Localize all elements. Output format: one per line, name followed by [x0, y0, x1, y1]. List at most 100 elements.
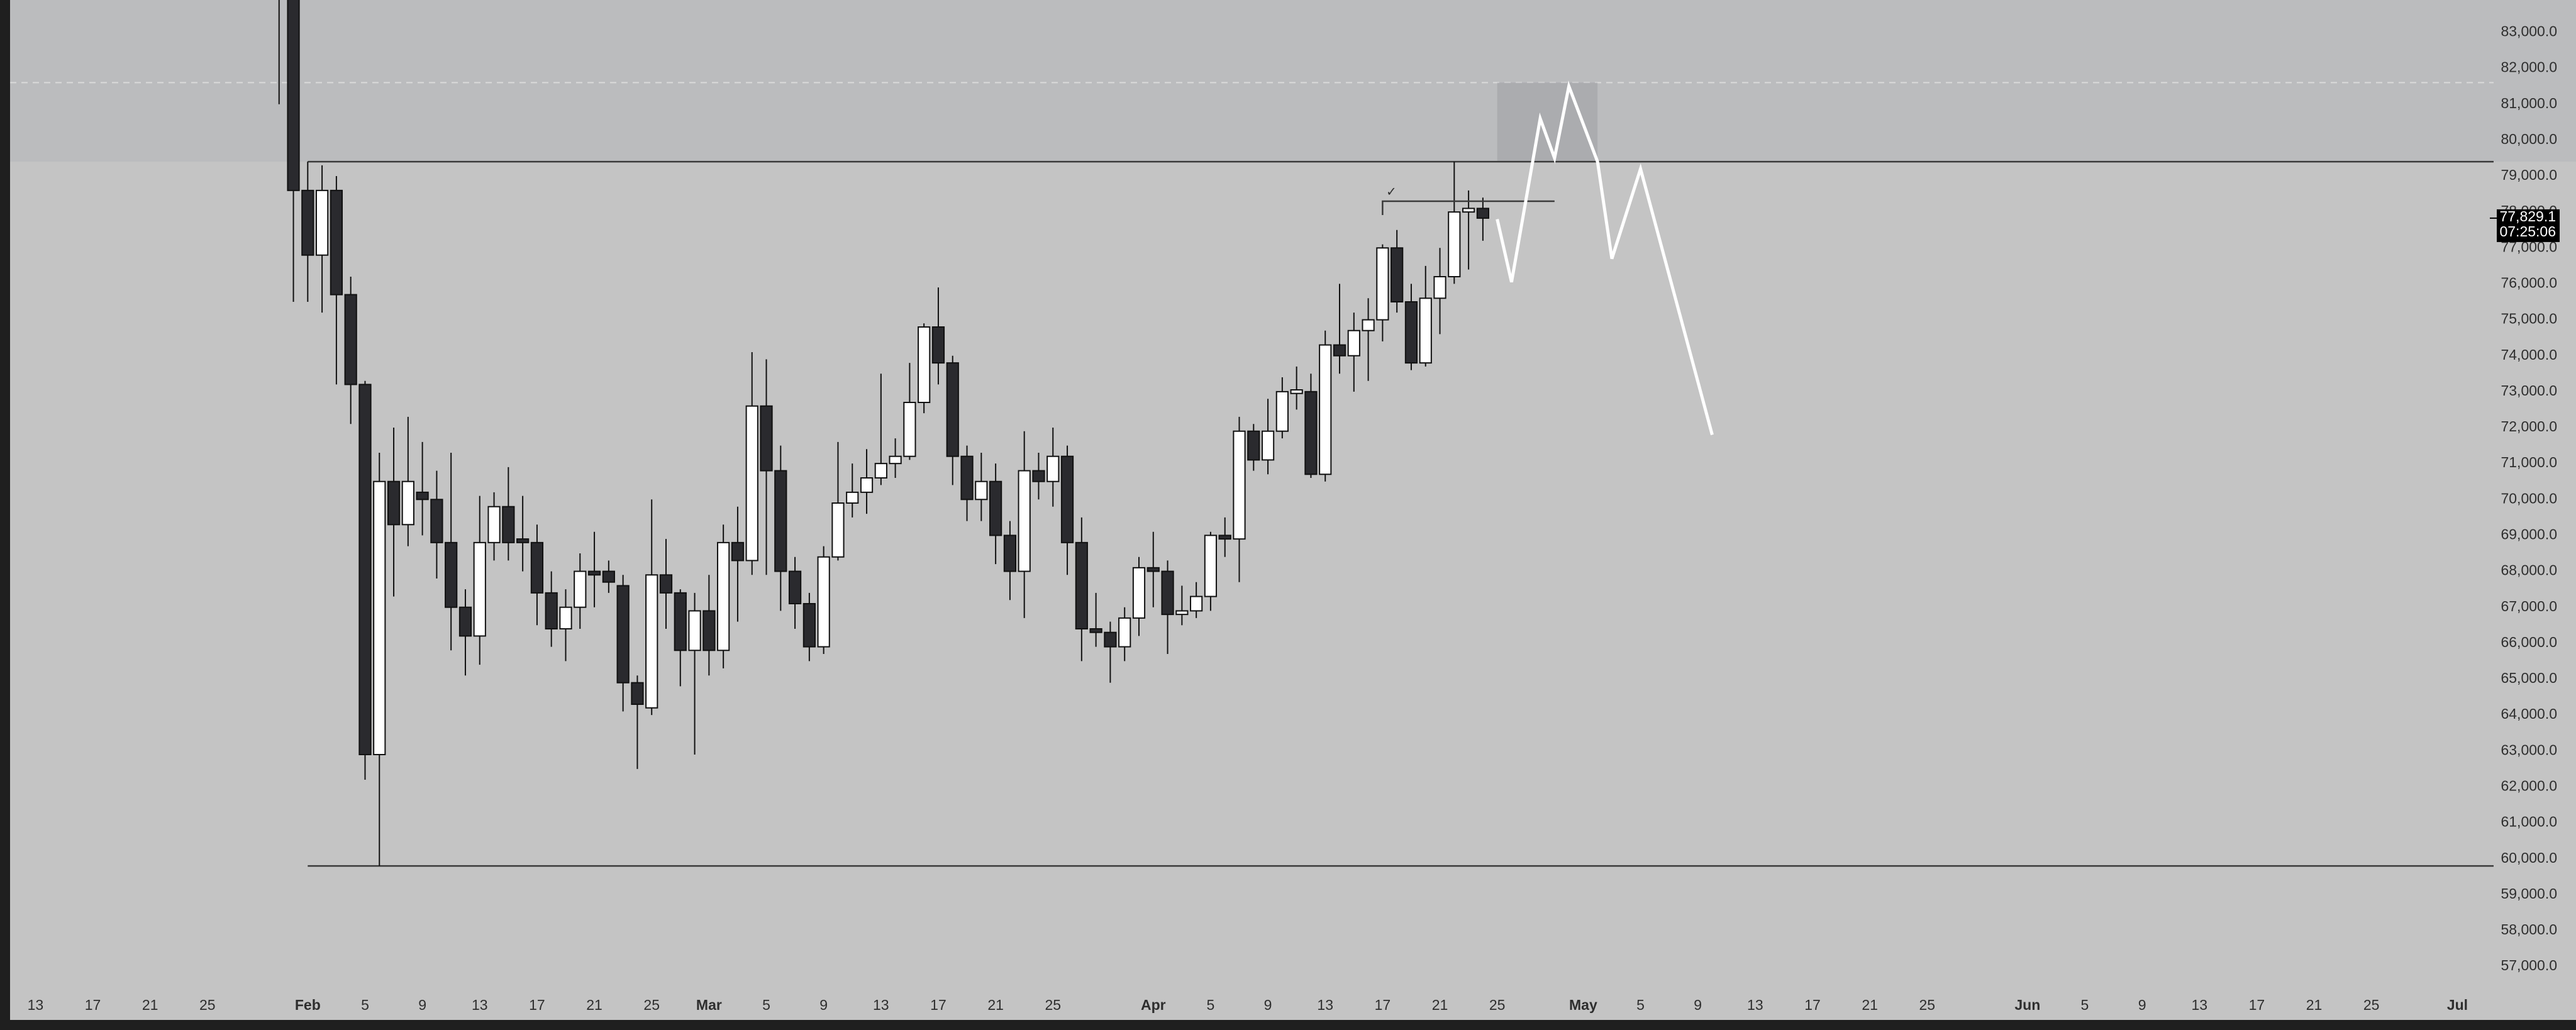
candle-body	[1118, 617, 1131, 648]
candle-body	[1046, 455, 1060, 482]
x-tick-label: 5	[762, 997, 770, 1013]
x-tick-label: Jul	[2447, 997, 2468, 1013]
x-tick-label: 25	[1919, 997, 1935, 1013]
y-tick-label: 80,000.0	[2501, 131, 2557, 147]
y-tick-label: 83,000.0	[2501, 23, 2557, 40]
x-tick-label: 13	[2191, 997, 2207, 1013]
candle-body	[931, 326, 945, 364]
y-tick-label: 59,000.0	[2501, 885, 2557, 902]
x-tick-label: May	[1569, 997, 1597, 1013]
y-tick-label: 57,000.0	[2501, 957, 2557, 973]
x-tick-label: Feb	[295, 997, 321, 1013]
x-tick-label: 25	[643, 997, 660, 1013]
candle-body	[1347, 329, 1360, 357]
candle-body	[344, 294, 357, 385]
price-tag-label: 77,829.1	[2499, 208, 2556, 224]
x-tick-label: 25	[199, 997, 216, 1013]
candle-body	[731, 541, 745, 562]
candle-body	[516, 538, 530, 543]
y-tick-label: 63,000.0	[2501, 741, 2557, 758]
x-tick-label: 21	[586, 997, 602, 1013]
x-tick-label: 9	[1694, 997, 1702, 1013]
price-tag	[2497, 209, 2560, 242]
candles	[278, 0, 1489, 867]
x-tick-label: 21	[2306, 997, 2323, 1013]
x-tick-label: 21	[987, 997, 1004, 1013]
x-tick-label: 25	[1045, 997, 1061, 1013]
candle-body	[903, 402, 916, 457]
candle-body	[487, 506, 501, 543]
candle-body	[1190, 595, 1203, 612]
candle-body	[545, 592, 558, 629]
x-tick-label: 21	[142, 997, 158, 1013]
candle-body	[616, 585, 630, 684]
x-tick-label: 25	[1489, 997, 1506, 1013]
candle-body	[1247, 430, 1260, 461]
candle-body	[1032, 470, 1045, 482]
candle-body	[1404, 301, 1418, 364]
candle-body	[430, 499, 443, 543]
candle-body	[473, 541, 486, 637]
candle-body	[1376, 247, 1389, 321]
x-tick-label: Mar	[696, 997, 722, 1013]
candle-body	[1218, 534, 1231, 540]
y-tick-label: 69,000.0	[2501, 526, 2557, 543]
y-tick-label: 65,000.0	[2501, 670, 2557, 686]
candle-body	[1261, 430, 1275, 461]
x-tick-label: 5	[2081, 997, 2089, 1013]
y-tick-label: 72,000.0	[2501, 418, 2557, 435]
y-tick-label: 81,000.0	[2501, 95, 2557, 111]
marker-line	[1382, 200, 1555, 215]
candle-body	[817, 556, 830, 648]
candle-body	[760, 405, 773, 472]
x-tick-label: 5	[1207, 997, 1215, 1013]
candle-body	[975, 480, 988, 501]
countdown-label: 07:25:06	[2499, 223, 2556, 240]
projection-line	[1496, 80, 1714, 436]
x-tick-label: 17	[930, 997, 947, 1013]
candle-body	[358, 384, 372, 755]
candle-body	[645, 574, 658, 709]
candle-body	[918, 326, 931, 403]
candle-body	[387, 480, 401, 526]
y-tick-label: 70,000.0	[2501, 490, 2557, 506]
y-tick-label: 74,000.0	[2501, 346, 2557, 363]
target-box	[1497, 82, 1598, 162]
candle-body	[846, 491, 859, 504]
candle-body	[458, 606, 472, 637]
candle-body	[1146, 567, 1160, 572]
y-tick-label: 61,000.0	[2501, 814, 2557, 830]
candle-body	[874, 463, 887, 479]
x-tick-label: Apr	[1141, 997, 1166, 1013]
candle-body	[1333, 344, 1346, 357]
candle-body	[1089, 628, 1102, 633]
x-tick-label: 13	[472, 997, 488, 1013]
y-tick-label: 76,000.0	[2501, 275, 2557, 291]
x-tick-label: 17	[2249, 997, 2265, 1013]
candle-body	[860, 477, 874, 493]
x-tick-label: 9	[2138, 997, 2146, 1013]
candle-body	[315, 189, 329, 256]
candle-body	[373, 480, 386, 755]
y-tick-label: 67,000.0	[2501, 598, 2557, 614]
zone	[10, 0, 2576, 162]
x-tick-label: 25	[2363, 997, 2380, 1013]
y-tick-label: 71,000.0	[2501, 454, 2557, 470]
candle-body	[946, 362, 959, 457]
candle-body	[1476, 208, 1489, 219]
candle-body	[1462, 208, 1475, 213]
candle-body	[631, 682, 644, 705]
x-tick-label: 17	[1804, 997, 1821, 1013]
x-tick-label: 5	[1636, 997, 1645, 1013]
candle-body	[1075, 541, 1088, 629]
candle-body	[1003, 534, 1017, 572]
candle-body	[1161, 570, 1174, 616]
x-tick-label: 9	[418, 997, 426, 1013]
candle-body	[1304, 390, 1318, 475]
candle-body	[688, 610, 701, 651]
candle-body	[1233, 430, 1246, 540]
candle-body	[287, 0, 300, 191]
x-tick-label: 5	[361, 997, 369, 1013]
